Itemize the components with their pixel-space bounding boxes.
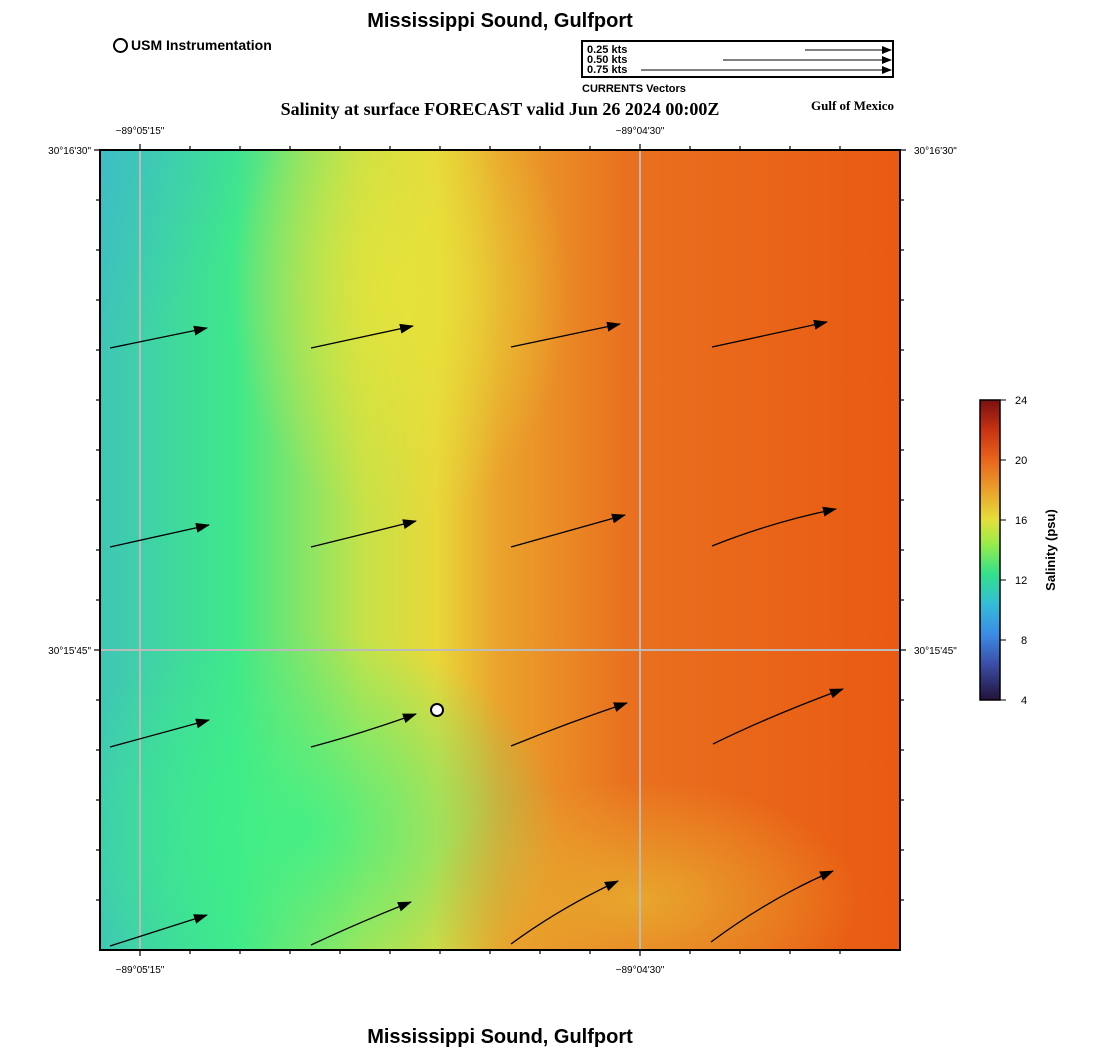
current-vector	[109, 325, 208, 349]
vector-scale-label: 0.75 kts	[587, 64, 628, 76]
current-vector	[310, 713, 417, 748]
lon-label-top: −89°04'30"	[616, 126, 665, 137]
colorbar-tick-label: 8	[1021, 635, 1027, 647]
current-vector	[510, 321, 621, 348]
vector-scale-label: 0.50 kts	[587, 54, 628, 66]
current-vector	[510, 880, 619, 945]
vector-scale-label: 0.25 kts	[587, 44, 628, 56]
colorbar-tick-label: 16	[1015, 515, 1027, 527]
graticule	[100, 150, 900, 950]
colorbar-tick-label: 20	[1015, 455, 1027, 467]
station-marker-icon	[113, 37, 128, 53]
current-vector	[109, 718, 210, 748]
usm-station-marker	[430, 703, 444, 717]
current-vector	[510, 513, 626, 548]
map-subtitle: Salinity at surface FORECAST valid Jun 2…	[280, 99, 720, 119]
current-vector	[109, 522, 210, 548]
current-vector	[711, 506, 837, 547]
station-legend: USM Instrumentation	[113, 37, 272, 53]
map-footer-title: Mississippi Sound, Gulfport	[367, 1026, 633, 1048]
vector-scale-legend: 0.25 kts 0.50 kts 0.75 kts	[581, 40, 894, 78]
colorbar-tick-label: 12	[1015, 575, 1027, 587]
current-vector	[310, 901, 412, 946]
map-title: Mississippi Sound, Gulfport	[367, 10, 633, 32]
vector-caption: CURRENTS Vectors	[582, 83, 686, 95]
lon-label-bottom: −89°05'15"	[116, 965, 165, 976]
current-vector	[109, 914, 208, 947]
current-vector	[710, 870, 834, 943]
colorbar-tick-label: 24	[1015, 395, 1027, 407]
colorbar-title: Salinity (psu)	[1043, 509, 1058, 591]
lat-label-left: 30°16'30"	[48, 146, 91, 157]
current-vector	[310, 323, 414, 349]
frame-ticks	[94, 144, 906, 956]
station-legend-label: USM Instrumentation	[131, 37, 272, 53]
colorbar-tick-label: 4	[1021, 695, 1027, 707]
lon-label-top: −89°05'15"	[116, 126, 165, 137]
current-vectors	[109, 319, 844, 947]
current-vector	[712, 688, 844, 745]
region-label: Gulf of Mexico	[811, 98, 895, 113]
lat-label-right: 30°15'45"	[914, 646, 957, 657]
current-vector	[510, 702, 628, 747]
lat-label-left: 30°15'45"	[48, 646, 91, 657]
colorbar-ramp	[979, 399, 1001, 701]
lon-label-bottom: −89°04'30"	[616, 965, 665, 976]
current-vector	[310, 519, 417, 548]
salinity-colorbar: 24 20 16 12 8 4 Salinity (psu)	[979, 395, 1058, 707]
salinity-field	[100, 150, 900, 950]
current-vector	[711, 319, 828, 348]
vector-scale-arrows	[641, 46, 892, 74]
lat-label-right: 30°16'30"	[914, 146, 957, 157]
